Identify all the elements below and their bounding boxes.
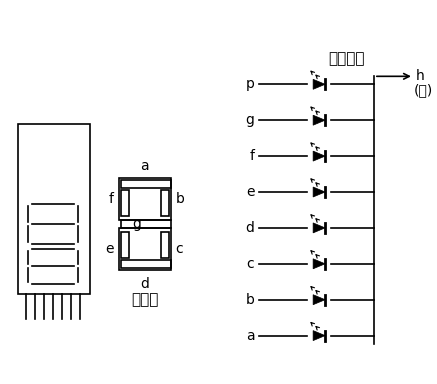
Text: 排列图: 排列图 — [131, 292, 158, 307]
Text: h: h — [416, 70, 425, 83]
Text: (地): (地) — [414, 83, 433, 97]
Bar — [160, 232, 169, 258]
Bar — [121, 180, 170, 188]
Text: a: a — [246, 329, 254, 343]
Text: b: b — [246, 293, 254, 307]
Polygon shape — [313, 331, 325, 341]
Text: c: c — [246, 257, 254, 271]
Text: e: e — [105, 242, 114, 256]
Polygon shape — [313, 187, 325, 197]
Text: c: c — [176, 242, 183, 256]
Text: a: a — [140, 159, 149, 173]
Bar — [160, 190, 169, 216]
Polygon shape — [313, 79, 325, 89]
Polygon shape — [313, 223, 325, 233]
Polygon shape — [313, 295, 325, 305]
Polygon shape — [313, 115, 325, 125]
Text: g: g — [246, 113, 254, 127]
Polygon shape — [313, 151, 325, 161]
Bar — [119, 178, 170, 220]
Bar — [121, 232, 128, 258]
Text: f: f — [109, 192, 114, 206]
Text: b: b — [176, 192, 184, 206]
Text: d: d — [140, 277, 149, 291]
Text: 结构简图: 结构简图 — [328, 51, 365, 66]
Bar — [119, 228, 170, 270]
Text: e: e — [246, 185, 254, 199]
Bar — [121, 260, 170, 268]
Text: g: g — [132, 217, 141, 231]
Text: f: f — [249, 149, 254, 163]
Text: d: d — [246, 221, 254, 235]
Bar — [18, 124, 90, 294]
Bar — [121, 220, 170, 228]
Bar — [121, 190, 128, 216]
Polygon shape — [313, 259, 325, 269]
Text: p: p — [246, 77, 254, 91]
